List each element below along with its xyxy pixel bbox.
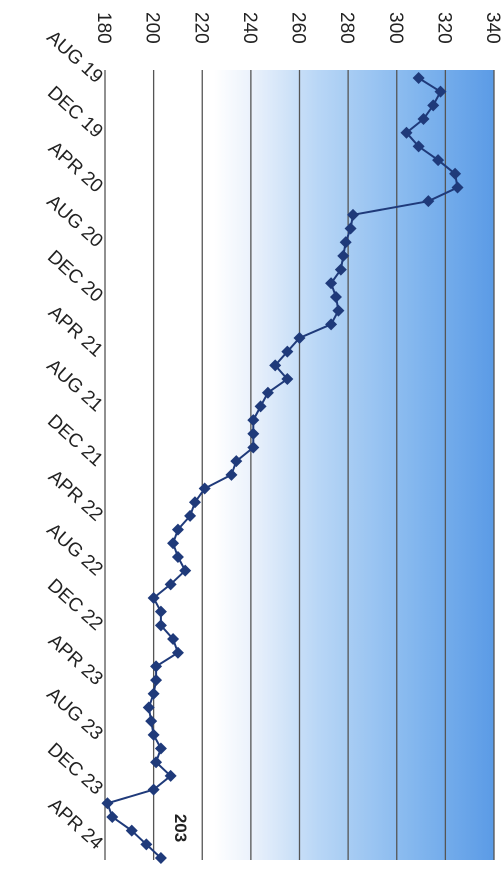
data-point bbox=[281, 345, 294, 358]
date-tick-label: AUG 23 bbox=[42, 684, 106, 745]
data-point bbox=[269, 359, 282, 372]
data-point bbox=[171, 646, 184, 659]
data-point bbox=[147, 592, 160, 604]
data-point bbox=[171, 523, 184, 536]
data-point bbox=[164, 578, 177, 591]
data-point bbox=[188, 496, 201, 509]
value-tick-label: 280 bbox=[336, 12, 357, 44]
data-point bbox=[145, 715, 158, 728]
data-point bbox=[164, 769, 177, 782]
data-point bbox=[142, 701, 155, 714]
date-tick-label: APR 24 bbox=[44, 795, 107, 855]
date-tick-label: APR 21 bbox=[44, 302, 107, 361]
date-tick-label: APR 22 bbox=[44, 466, 107, 525]
value-tick-label: 240 bbox=[239, 12, 260, 44]
data-point bbox=[412, 72, 425, 84]
data-point bbox=[154, 619, 167, 632]
data-point bbox=[434, 85, 447, 98]
date-tick-label: DEC 19 bbox=[43, 82, 106, 142]
data-point bbox=[400, 126, 413, 139]
data-point bbox=[449, 167, 462, 180]
date-tick-label: DEC 22 bbox=[43, 575, 106, 635]
date-tick-label: APR 23 bbox=[44, 630, 107, 689]
data-point bbox=[147, 783, 160, 796]
value-tick-label: 340 bbox=[482, 12, 503, 44]
value-tick-label: 220 bbox=[190, 12, 211, 44]
value-tick-label: 320 bbox=[433, 12, 454, 44]
data-point bbox=[154, 852, 167, 864]
data-point bbox=[150, 674, 163, 687]
data-point bbox=[150, 660, 163, 673]
data-point bbox=[154, 742, 167, 755]
data-point bbox=[125, 824, 138, 837]
data-point bbox=[230, 455, 243, 468]
data-point bbox=[247, 414, 260, 427]
data-point bbox=[412, 140, 425, 153]
data-point bbox=[451, 181, 464, 194]
data-point bbox=[147, 687, 160, 700]
value-tick-label: 180 bbox=[93, 12, 114, 44]
data-point bbox=[325, 318, 338, 331]
value-tick-labels: 180 200 220 240 260 280 300 320 340 bbox=[93, 12, 503, 44]
data-point bbox=[184, 509, 197, 522]
data-point bbox=[293, 332, 306, 344]
data-point bbox=[140, 838, 153, 851]
data-label-latest: 203 bbox=[171, 814, 190, 842]
date-tick-label: DEC 20 bbox=[43, 247, 106, 307]
data-point bbox=[147, 728, 160, 741]
data-point bbox=[339, 236, 352, 249]
data-point bbox=[171, 550, 184, 563]
data-point bbox=[417, 113, 430, 126]
data-point bbox=[334, 263, 347, 276]
data-point bbox=[150, 756, 163, 769]
data-point bbox=[332, 304, 345, 317]
data-point bbox=[247, 427, 260, 440]
data-point bbox=[167, 633, 180, 646]
data-point bbox=[101, 797, 114, 810]
data-point bbox=[167, 537, 180, 550]
date-tick-label: AUG 22 bbox=[42, 520, 106, 581]
value-tick-label: 260 bbox=[288, 12, 309, 44]
date-tick-label: APR 20 bbox=[44, 138, 107, 197]
data-point bbox=[432, 154, 445, 167]
data-point bbox=[337, 249, 350, 262]
data-point bbox=[179, 564, 192, 577]
data-point bbox=[427, 99, 440, 112]
data-point bbox=[106, 810, 119, 823]
value-tick-label: 300 bbox=[385, 12, 406, 44]
date-tick-label: AUG 20 bbox=[42, 191, 106, 252]
data-point bbox=[198, 482, 211, 495]
series-line bbox=[106, 77, 459, 859]
data-point bbox=[261, 386, 274, 399]
date-tick-label: DEC 23 bbox=[43, 739, 106, 799]
date-tick-label: AUG 21 bbox=[42, 355, 106, 416]
date-tick-label: DEC 21 bbox=[43, 411, 106, 471]
data-point bbox=[422, 195, 435, 208]
value-tick-label: 200 bbox=[142, 12, 163, 44]
data-point bbox=[346, 208, 359, 221]
data-point bbox=[154, 605, 167, 618]
data-point bbox=[225, 468, 238, 481]
grid-lines bbox=[104, 70, 495, 860]
data-point bbox=[325, 277, 338, 290]
data-point bbox=[247, 441, 260, 454]
data-point bbox=[254, 400, 267, 413]
data-point bbox=[281, 373, 294, 386]
data-point bbox=[329, 290, 342, 303]
data-point bbox=[344, 222, 357, 235]
series-markers bbox=[101, 72, 464, 864]
